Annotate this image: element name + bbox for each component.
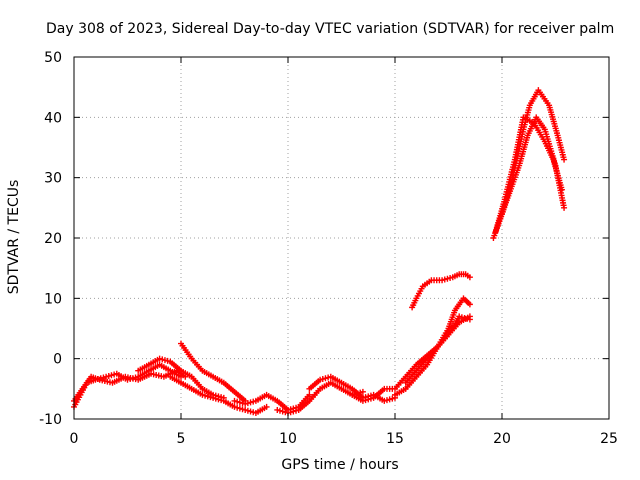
x-axis-label: GPS time / hours [281, 457, 398, 473]
x-tick-label: 25 [600, 431, 618, 447]
data-point [359, 388, 366, 395]
data-point [561, 156, 568, 163]
series-track-5 [167, 373, 270, 416]
x-tick-label: 5 [177, 431, 186, 447]
y-axis-label: SDTVAR / TECUs [6, 180, 22, 295]
series-track-4 [178, 340, 249, 404]
y-tick-label: 0 [53, 352, 62, 368]
data-point [466, 274, 473, 281]
series-track-15 [494, 114, 568, 229]
y-tick-label: -10 [39, 412, 62, 428]
y-tick-label: 30 [44, 171, 62, 187]
series-track-12 [402, 295, 473, 386]
series-track-3 [135, 355, 227, 401]
series-track-2 [71, 367, 189, 404]
chart-title: Day 308 of 2023, Sidereal Day-to-day VTE… [46, 21, 614, 37]
data-point [263, 403, 270, 410]
y-tick-label: 50 [44, 50, 62, 66]
series-track-11 [409, 271, 473, 311]
x-tick-label: 15 [386, 431, 404, 447]
x-tick-label: 10 [279, 431, 297, 447]
axes: 0 5 10 15 20 25 -10 0 10 20 30 40 50 [39, 50, 618, 447]
x-tick-label: 0 [70, 431, 79, 447]
x-tick-label: 20 [493, 431, 511, 447]
y-tick-label: 10 [44, 291, 62, 307]
data-point [466, 301, 473, 308]
data-point [306, 391, 313, 398]
series-group [71, 87, 568, 416]
y-tick-label: 40 [44, 110, 62, 126]
data-point [561, 204, 568, 211]
y-tick-label: 20 [44, 231, 62, 247]
grid [74, 57, 609, 419]
data-point [466, 313, 473, 320]
